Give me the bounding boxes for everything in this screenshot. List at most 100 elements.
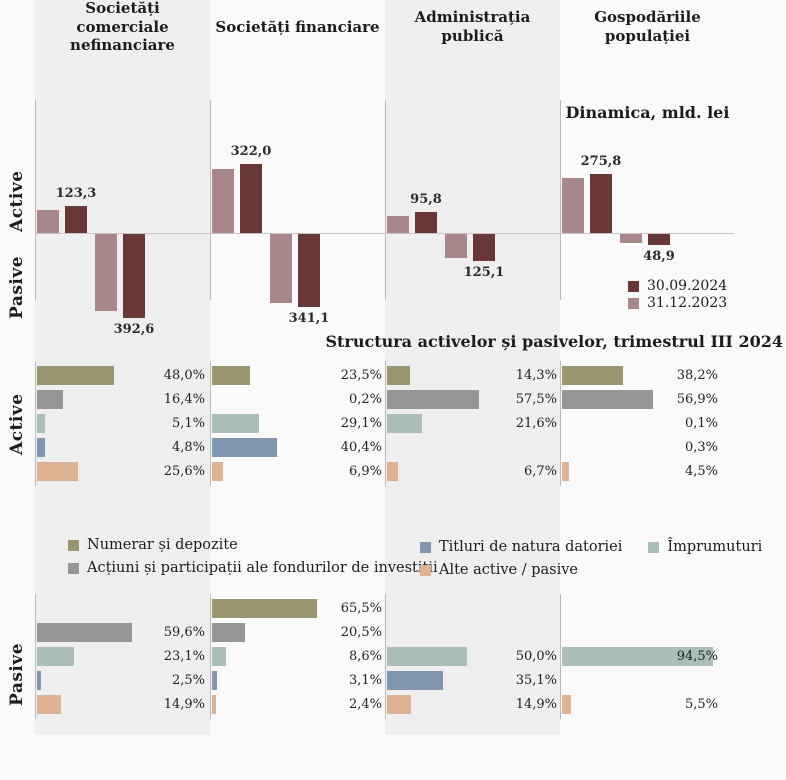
legend-cash-deposits: Numerar și depozite xyxy=(68,537,238,553)
legend-other: Alte active / pasive xyxy=(420,562,578,578)
dynamics-legend-2023: 31.12.2023 xyxy=(628,295,727,311)
structure-pct-label: 48,0% xyxy=(163,368,205,383)
structure-bar-active xyxy=(212,366,250,385)
x-axis-line xyxy=(36,233,734,234)
grid-line xyxy=(35,361,36,486)
legend-loans-label: Împrumuturi xyxy=(667,539,763,555)
structure-pct-label: 25,6% xyxy=(163,464,205,479)
dynamics-bar-active-2024 xyxy=(65,206,87,233)
column-header-public: Administrația publică xyxy=(414,8,531,45)
dynamics-value-label: 48,9 xyxy=(643,248,675,264)
legend-swatch-cash xyxy=(68,539,79,551)
structure-pct-label: 0,1% xyxy=(684,416,718,431)
dynamics-bar-active-2024 xyxy=(240,163,262,233)
dynamics-legend-2024: 30.09.2024 xyxy=(628,278,727,294)
column-header-nonfinancial: Societăți comerciale nefinanciare xyxy=(70,0,175,55)
structure-pct-label: 50,0% xyxy=(515,649,557,664)
structure-pct-label: 5,5% xyxy=(684,697,718,712)
dynamics-legend-2024-label: 30.09.2024 xyxy=(647,278,728,294)
legend-loans: Împrumuturi xyxy=(648,539,762,555)
dynamics-value-label: 125,1 xyxy=(463,264,505,280)
structure-bar-pasive xyxy=(212,623,245,642)
structure-bar-active xyxy=(212,414,259,433)
structure-bar-pasive xyxy=(212,599,317,618)
structure-bar-active xyxy=(387,414,422,433)
structure-bar-active xyxy=(212,462,224,481)
structure-bar-active xyxy=(387,462,398,481)
structure-bar-pasive xyxy=(562,647,714,666)
dynamics-value-label: 275,8 xyxy=(580,153,622,169)
structure-bar-pasive xyxy=(387,647,467,666)
structure-bar-pasive xyxy=(212,671,217,690)
legend-cash-label: Numerar și depozite xyxy=(87,537,238,553)
dynamics-value-label: 341,1 xyxy=(288,311,330,327)
structure-bar-pasive xyxy=(212,647,226,666)
structure-pct-label: 14,9% xyxy=(163,697,205,712)
dynamics-bar-pasive-2023 xyxy=(270,234,292,303)
structure-pct-label: 2,4% xyxy=(348,697,382,712)
dynamics-bar-active-2023 xyxy=(212,168,234,233)
structure-pct-label: 57,5% xyxy=(515,392,557,407)
dynamics-value-label: 123,3 xyxy=(55,186,97,202)
dynamics-bar-pasive-2023 xyxy=(445,234,467,259)
structure-pct-label: 21,6% xyxy=(515,416,557,431)
legend-debt-label: Titluri de natura datoriei xyxy=(439,539,623,555)
structure-pct-label: 8,6% xyxy=(348,649,382,664)
structure-bar-active xyxy=(387,390,479,409)
dynamics-bar-pasive-2023 xyxy=(95,234,117,312)
dynamics-bar-active-2024 xyxy=(590,173,612,233)
legend-swatch-other xyxy=(420,564,431,576)
grid-line xyxy=(210,594,211,719)
structure-pct-label: 20,5% xyxy=(340,625,382,640)
structure-bar-pasive xyxy=(37,695,61,714)
structure-pct-label: 38,2% xyxy=(676,368,718,383)
grid-line xyxy=(560,594,561,719)
dynamics-bar-pasive-2024 xyxy=(123,234,145,319)
legend-swatch-loans xyxy=(648,541,660,553)
structure-pct-label: 23,1% xyxy=(163,649,205,664)
structure-pct-label: 14,3% xyxy=(515,368,557,383)
structure-pct-label: 56,9% xyxy=(676,392,718,407)
structure-pct-label: 6,9% xyxy=(348,464,382,479)
grid-line xyxy=(385,361,386,486)
structure-bar-active xyxy=(37,462,78,481)
dynamics-bar-active-2024 xyxy=(415,212,437,233)
legend-swatch-2023 xyxy=(628,297,639,309)
legend-debt-securities: Titluri de natura datoriei xyxy=(420,539,622,555)
legend-equity-label: Acțiuni și participații ale fondurilor d… xyxy=(87,560,438,576)
structure-pct-label: 40,4% xyxy=(340,440,382,455)
grid-line xyxy=(35,100,36,300)
column-header-households: Gospodăriile populației xyxy=(594,8,701,45)
dynamics-value-label: 322,0 xyxy=(230,143,272,159)
grid-line xyxy=(560,100,561,300)
grid-line xyxy=(35,594,36,719)
structure-pct-label: 29,1% xyxy=(340,416,382,431)
structure-bar-active xyxy=(562,366,624,385)
structure-pct-label: 4,5% xyxy=(684,464,718,479)
structure-bar-pasive xyxy=(387,671,444,690)
column-header-financial: Societăți financiare xyxy=(215,17,380,36)
dynamics-title: Dinamica, mld. lei xyxy=(565,103,730,122)
structure-pct-label: 5,1% xyxy=(171,416,205,431)
structure-pct-label: 6,7% xyxy=(523,464,557,479)
structure-bar-active xyxy=(387,366,410,385)
structure-bar-active xyxy=(562,390,654,409)
legend-other-label: Alte active / pasive xyxy=(439,562,579,578)
grid-line xyxy=(210,100,211,300)
structure-title: Structura activelor și pasivelor, trimes… xyxy=(325,332,783,351)
structure-bar-pasive xyxy=(37,647,74,666)
grid-line xyxy=(385,594,386,719)
structure-bar-pasive xyxy=(212,695,216,714)
structure-pct-label: 4,8% xyxy=(171,440,205,455)
dynamics-bar-active-2023 xyxy=(37,210,59,233)
structure-pct-label: 3,1% xyxy=(348,673,382,688)
structure-pct-label: 0,2% xyxy=(348,392,382,407)
legend-debt-loans: Titluri de natura datoriei Împrumuturi xyxy=(420,539,762,555)
legend-swatch-equity xyxy=(68,562,79,574)
dynamics-bar-pasive-2024 xyxy=(298,234,320,308)
structure-pct-label: 0,3% xyxy=(684,440,718,455)
dynamics-bar-pasive-2024 xyxy=(648,234,670,245)
grid-line xyxy=(210,361,211,486)
